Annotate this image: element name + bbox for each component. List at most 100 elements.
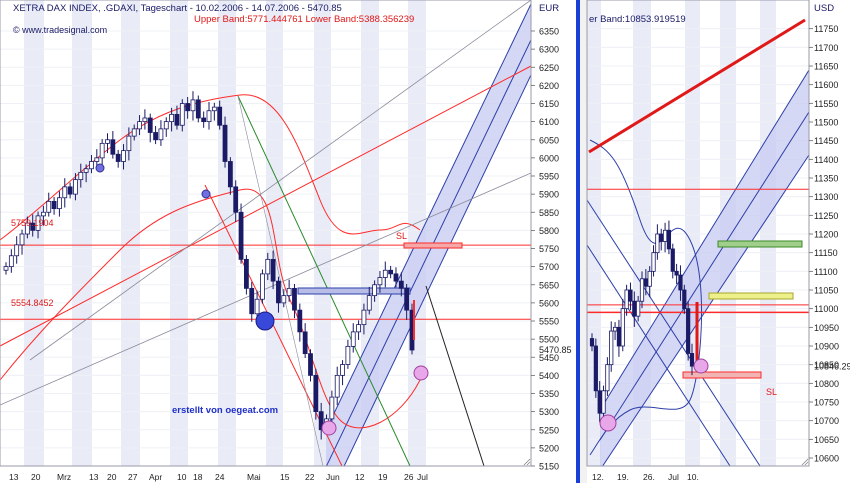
candle-body [361,309,367,326]
y-tick-label: 10750 [814,398,839,408]
candle-body [678,274,683,291]
candle-body [609,330,614,366]
channel-fill [326,4,531,466]
candle-body [57,197,62,210]
trend-line-green [237,95,411,466]
candle-body [334,374,340,398]
candle-body [131,128,137,137]
stop-loss-box [682,371,762,379]
left-plot-frame [0,0,532,467]
candle-body [195,99,201,119]
candle-body [593,345,598,392]
candle-body [286,287,292,297]
marker-pink [599,414,617,432]
candle-body [404,287,410,311]
marker-blue-large [255,311,275,331]
trend-line-red-thick [588,18,806,154]
candle-body [265,258,271,275]
candle-body [616,326,622,347]
x-tick-label: Mai [247,472,261,482]
candle-body [318,411,324,431]
candle-body [201,117,207,123]
candle-body [308,353,313,376]
channel-fill [600,70,809,466]
candle-body [217,106,223,126]
x-tick-label: 18 [193,472,203,482]
candle-body [647,270,652,287]
marker-small [95,163,105,173]
support-box [297,287,411,295]
week-stripe [266,0,283,466]
y-tick-label: 10850 [814,360,839,370]
tradesignal-logo: © www.tradesignal.com [13,25,107,35]
y-tick-label: 10700 [814,416,839,426]
candle-body [179,103,185,126]
x-tick-label: 20 [31,472,41,482]
week-stripe [218,0,236,466]
left-chart: 5150 5200 5250 5300 5350 5400 5450 5500 5550 5600… [0,0,572,482]
channel-line [325,39,531,466]
x-tick-label: 13 [9,472,19,482]
right-chart-title: er Band:10853.919519 [589,14,686,25]
week-stripe [121,0,140,466]
candle-body [605,364,610,392]
candle-body [222,124,228,162]
y-tick-label: 5800 [539,226,559,236]
candle-body [356,324,361,333]
y-tick-label: 5950 [539,172,559,182]
y-tick-label: 10950 [814,323,839,333]
channel-line [343,74,531,466]
candle-body [14,244,20,257]
stop-loss-box [403,242,463,249]
x-tick-label: Apr [149,472,162,482]
candle-body [8,255,14,268]
candle-body [601,390,606,414]
candle-body [345,345,351,365]
y-tick-label: 5650 [539,280,559,290]
left-resize-grip[interactable] [523,458,531,466]
right-chart: 10600 10650 10700 10750 10800 10850 10900 10950… [586,0,850,482]
trend-line-red-rising [0,65,531,347]
y-tick-label: 11700 [814,43,838,53]
x-tick-label: Mrz [57,472,71,482]
candle-body [206,110,212,123]
panel-gap [580,0,587,483]
candle-body [110,139,116,155]
candle-body [340,364,345,376]
y-tick-label: 5750 [539,244,559,254]
candle-body [686,308,691,354]
x-tick-label: Jul [668,472,679,482]
x-tick-label: 10. [687,472,699,482]
candle-body [46,200,52,213]
y-tick-label: 11650 [814,62,838,72]
candle-body [67,186,73,195]
candle-body [174,113,180,126]
x-tick-label: 12 [355,472,365,482]
candle-body [153,132,158,141]
week-stripe [24,0,44,466]
week-stripe [685,0,700,466]
y-tick-label: 11550 [814,99,838,109]
left-bands-label: Upper Band:5771.444761 Lower Band:5388.3… [194,14,414,25]
credit-text: erstellt von oegeat.com [172,405,278,416]
candle-body [393,273,399,282]
candle-body [99,142,105,159]
x-tick-label: 12. [592,472,604,482]
y-tick-label: 5500 [539,335,559,345]
y-tick-label: 10600 [814,454,839,464]
candle-body [24,222,30,235]
candle-body [19,233,25,246]
candle-body [83,168,89,173]
y-tick-label: 5600 [539,298,559,308]
level-label-upper: 5759.1904 [11,218,54,228]
candle-body [398,280,404,289]
trend-line-grey [0,172,531,406]
candle-body [243,258,249,289]
candle-body [137,121,142,130]
candle-body [377,277,383,286]
candle-body [329,396,335,420]
y-tick-label: 6200 [539,81,559,91]
right-resize-grip[interactable] [801,458,809,466]
candle-body [313,374,319,413]
